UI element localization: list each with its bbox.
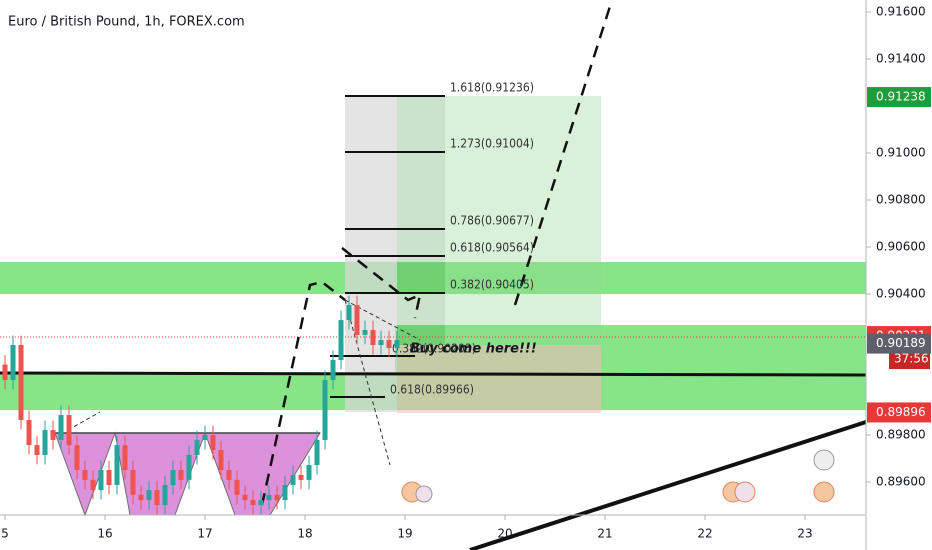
- candle-body: [2, 364, 8, 381]
- candle-body: [170, 470, 176, 486]
- y-tick-label: 0.89800: [876, 428, 926, 442]
- candle-body: [66, 415, 72, 446]
- candle-body: [194, 439, 200, 455]
- fib-box: [345, 96, 397, 412]
- candle-body: [106, 470, 112, 486]
- candle-body: [330, 360, 336, 381]
- fib-lines: [330, 95, 445, 398]
- candle-body: [114, 445, 120, 486]
- candle-body: [346, 305, 352, 321]
- candle-body: [386, 340, 392, 349]
- y-tick-label: 0.89600: [876, 475, 926, 489]
- candle-body: [226, 470, 232, 480]
- x-tick-label: 18: [297, 527, 312, 541]
- candle-body: [138, 494, 144, 501]
- price-label: 0.89896: [876, 405, 926, 419]
- fib-label: 0.786(0.90677): [450, 214, 534, 228]
- candle-body: [122, 445, 128, 471]
- price-label-box: [867, 333, 931, 354]
- candle-body: [298, 474, 304, 480]
- target-box: [397, 96, 445, 345]
- candle-body: [146, 489, 152, 501]
- chart-title: Euro / British Pound, 1h, FOREX.com: [8, 15, 245, 30]
- candle-body: [282, 485, 288, 501]
- y-tick-label: 0.90400: [876, 286, 926, 300]
- candle-body: [34, 445, 40, 455]
- x-tick-label: 20: [497, 527, 512, 541]
- target-box: [445, 96, 601, 345]
- candle-body: [186, 454, 192, 480]
- candle-body: [42, 430, 48, 455]
- candle-body: [74, 445, 80, 471]
- zone: [0, 262, 866, 294]
- y-tick-label: 0.91000: [876, 145, 926, 159]
- fib-label: 1.273(0.91004): [450, 137, 534, 151]
- fib-label: 0.382(0.90203): [392, 342, 476, 356]
- candle-body: [10, 344, 16, 381]
- stop-box: [397, 345, 601, 413]
- price-label: 0.91238: [876, 90, 926, 104]
- fib-label: 0.618(0.90564): [450, 241, 534, 255]
- candle-body: [50, 430, 56, 440]
- candle-body: [178, 470, 184, 480]
- trend-line: [469, 420, 867, 550]
- x-tick-label: 23: [797, 527, 812, 541]
- fib-label: 0.382(0.90405): [450, 278, 534, 292]
- candle-body: [266, 494, 272, 501]
- candle-body: [370, 329, 376, 345]
- candle-body: [162, 485, 168, 506]
- x-tick-label: 21: [597, 527, 612, 541]
- y-tick-label: 0.91400: [876, 51, 926, 65]
- price-label-box: [867, 402, 931, 423]
- y-tick-label: 0.91600: [876, 4, 926, 18]
- candle-body: [362, 329, 368, 335]
- fib-label: 0.618(0.89966): [390, 383, 474, 397]
- candle-body: [314, 439, 320, 466]
- candle-body: [322, 380, 328, 440]
- candle-body: [250, 500, 256, 506]
- x-tick-label: 22: [697, 527, 712, 541]
- countdown: 37:56: [894, 352, 929, 366]
- fib-label: 1.618(0.91236): [450, 81, 534, 95]
- y-tick-label: 0.90600: [876, 239, 926, 253]
- candle-body: [130, 470, 136, 495]
- candle-body: [18, 344, 24, 420]
- candle-body: [202, 435, 208, 440]
- candle-body: [290, 474, 296, 486]
- candle-body: [378, 340, 384, 345]
- countdown-box: [889, 349, 930, 370]
- candle-body: [338, 320, 344, 361]
- y-tick-label: 0.90800: [876, 192, 926, 206]
- candle-body: [354, 305, 360, 335]
- x-tick-label: 17: [197, 527, 212, 541]
- candle-body: [210, 435, 216, 451]
- x-tick-label: 19: [397, 527, 412, 541]
- candle-body: [26, 419, 32, 446]
- candle-body: [258, 500, 264, 506]
- projection: [260, 0, 614, 506]
- support-line: [0, 371, 867, 377]
- event-icons: [401, 449, 835, 503]
- drawings: [0, 0, 867, 550]
- candle-body: [242, 494, 248, 501]
- price-label: 0.90189: [876, 336, 926, 350]
- x-tick-label: 16: [97, 527, 112, 541]
- candle-body: [98, 470, 104, 490]
- candle-body: [234, 479, 240, 495]
- candle-body: [274, 494, 280, 501]
- candle-body: [58, 415, 64, 440]
- candle-body: [82, 470, 88, 480]
- x-tick-label: 5: [1, 527, 9, 541]
- note: Buy come here!!!: [410, 342, 537, 357]
- price-label-box: [867, 87, 931, 108]
- candle-body: [306, 465, 312, 480]
- candle-body: [218, 450, 224, 471]
- candle-body: [154, 489, 160, 506]
- candle-body: [90, 479, 96, 490]
- candle-body: [394, 340, 400, 349]
